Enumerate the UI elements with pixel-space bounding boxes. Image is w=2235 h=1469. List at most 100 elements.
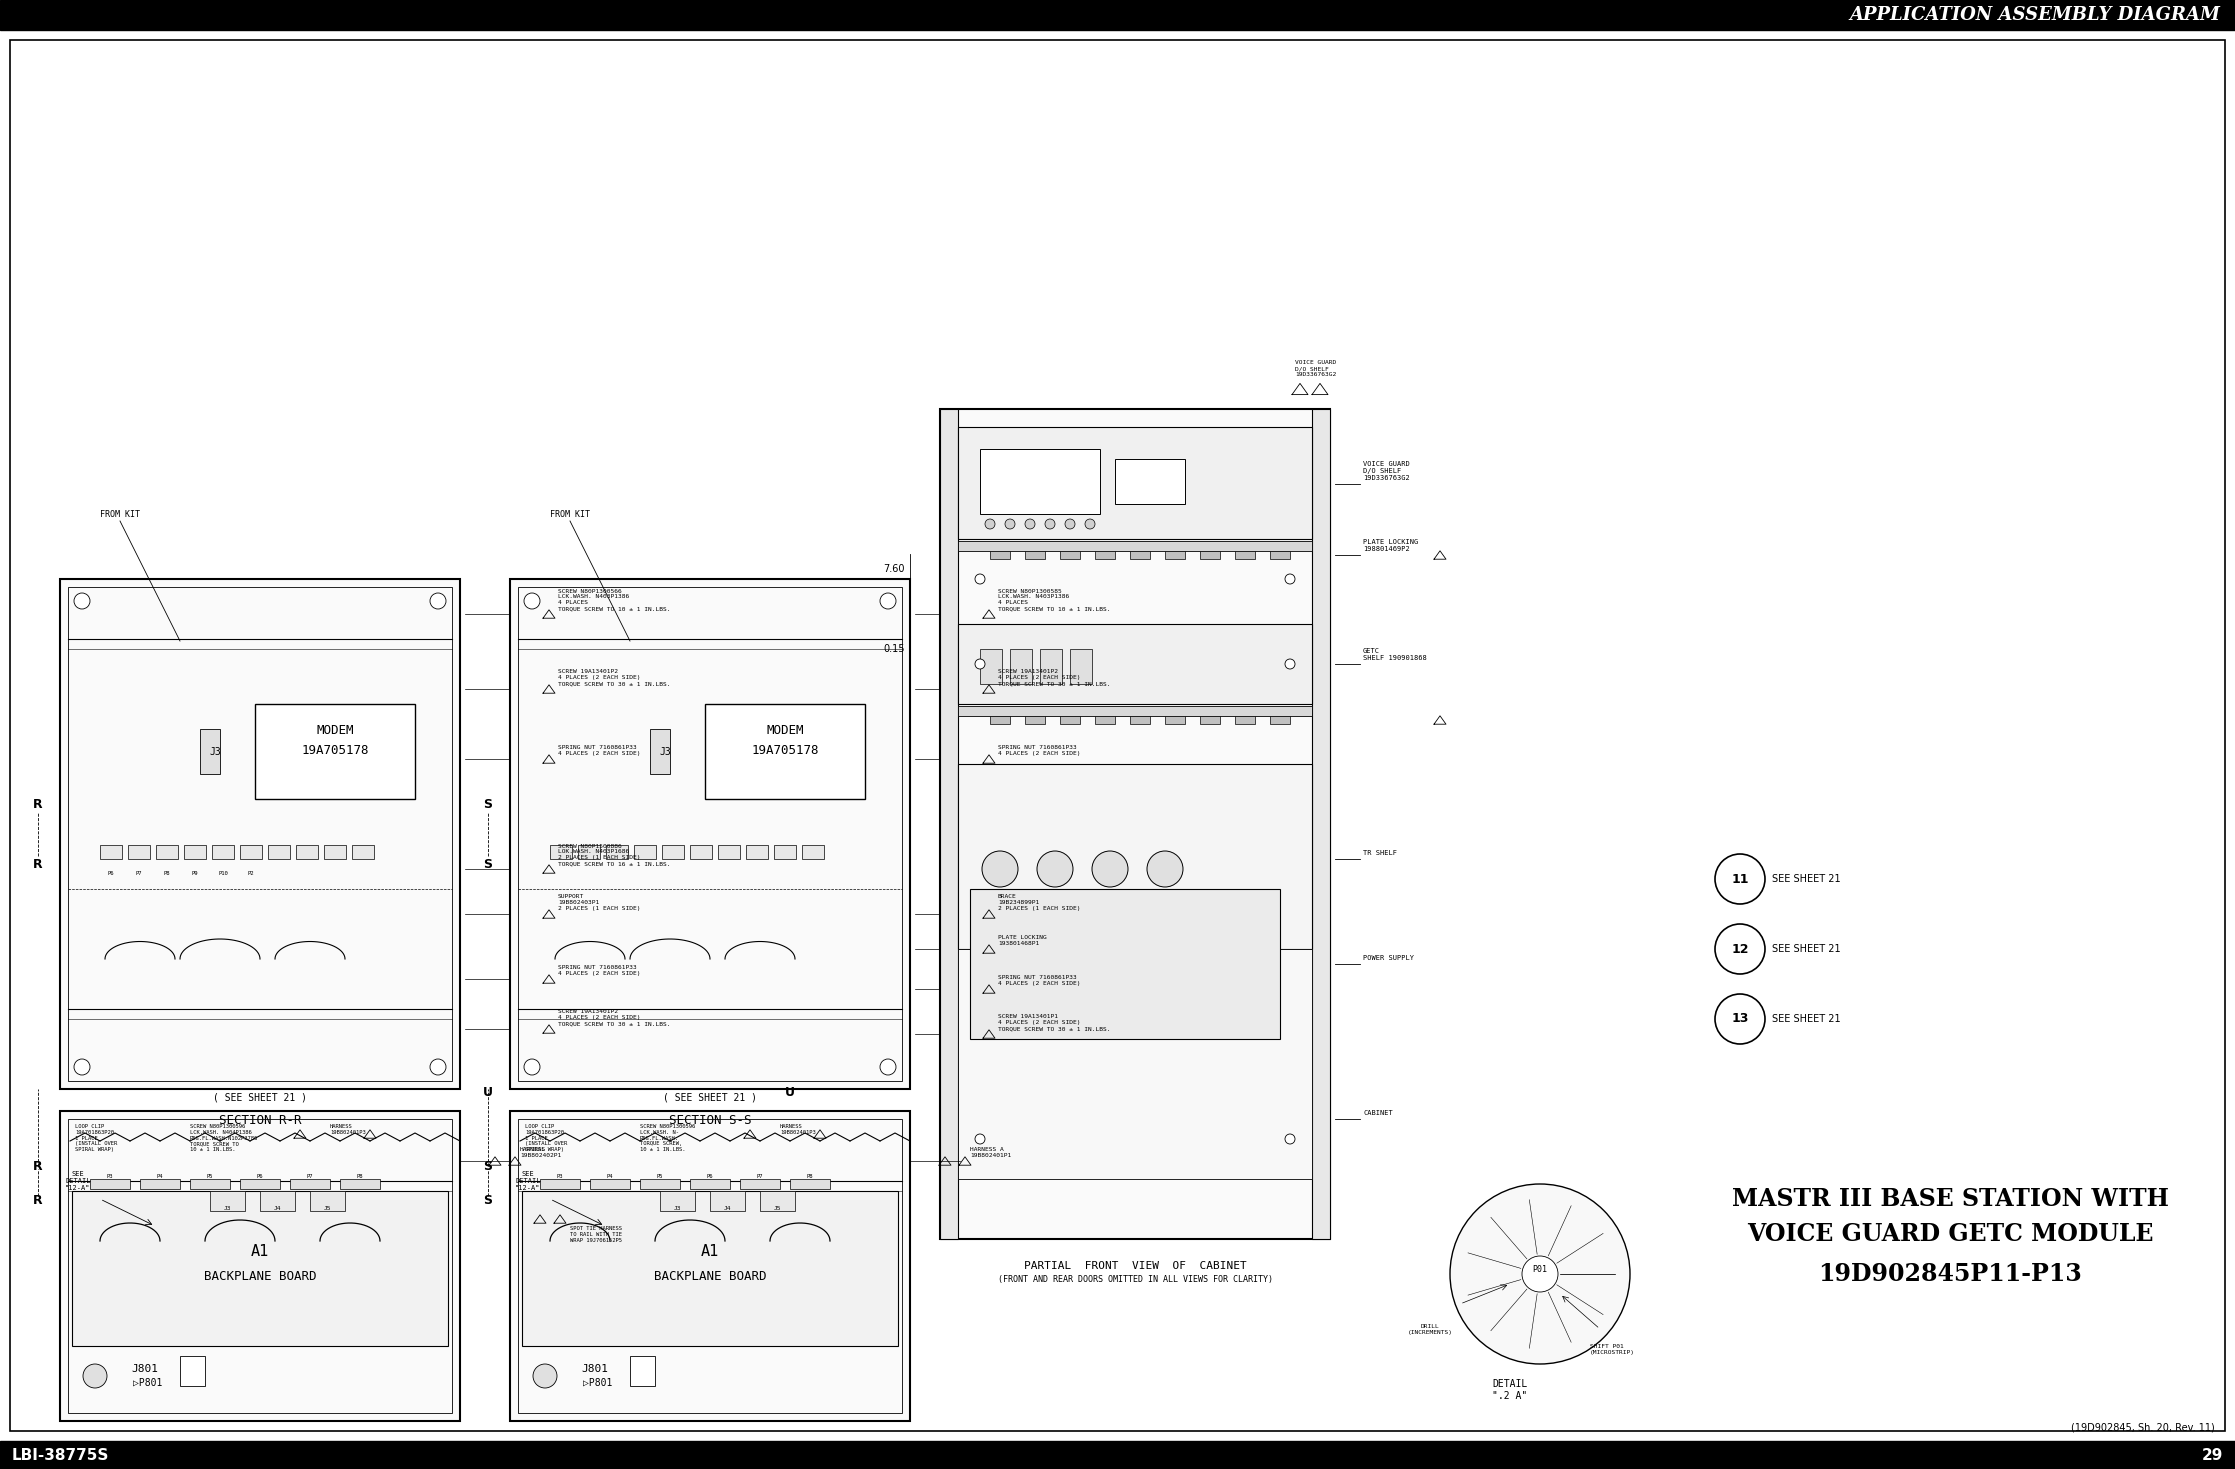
Bar [72,1191,447,1346]
Text: P10: P10 [219,871,228,876]
Bar [1236,551,1256,560]
Text: J3: J3 [210,746,221,757]
Circle shape [1285,574,1294,585]
Text: SCREW N80P1300596
LCK.WASH. N404P1386
REG.FL.WASH.N102P3786
TORQUE SCREW TO
10 ±: SCREW N80P1300596 LCK.WASH. N404P1386 RE… [190,1124,259,1152]
Bar [550,845,572,859]
Text: SCREW N80P1300566
LCK.WASH. N403P1386
4 PLACES
TORQUE SCREW TO 10 ± 1 IN.LBS.: SCREW N80P1300566 LCK.WASH. N403P1386 4 … [559,589,670,611]
Text: SEE
DETAIL
"12-A": SEE DETAIL "12-A" [65,1171,92,1191]
Circle shape [974,660,986,668]
Bar [1236,715,1256,724]
Bar [510,1111,910,1421]
Circle shape [532,1365,557,1388]
Circle shape [1714,924,1766,974]
Circle shape [429,593,447,610]
Text: MASTR III BASE STATION WITH: MASTR III BASE STATION WITH [1732,1187,2168,1210]
Bar [662,845,684,859]
Bar [1039,649,1062,685]
Bar [181,1356,206,1385]
Bar [60,579,460,1089]
Text: SCREW 19A13401P2
4 PLACES (2 EACH SIDE)
TORQUE SCREW TO 30 ± 1 IN.LBS.: SCREW 19A13401P2 4 PLACES (2 EACH SIDE) … [999,670,1111,686]
Text: J3: J3 [673,1206,682,1210]
Text: P01: P01 [1533,1265,1547,1274]
Text: 0.15: 0.15 [883,643,905,654]
Text: PARTIAL  REAR  VIEW  OF  37  INCH  CABINET: PARTIAL REAR VIEW OF 37 INCH CABINET [118,1443,402,1453]
Text: MODEM: MODEM [315,724,353,737]
Bar [210,1191,246,1210]
Bar [1059,551,1080,560]
Circle shape [429,1059,447,1075]
Circle shape [1084,519,1095,529]
Bar [324,845,346,859]
Bar [606,845,628,859]
Text: P3: P3 [107,1174,114,1180]
Text: SPRING NUT 7160861P33
4 PLACES (2 EACH SIDE): SPRING NUT 7160861P33 4 PLACES (2 EACH S… [559,965,641,975]
Text: SEE SHEET 21: SEE SHEET 21 [1772,945,1842,953]
Bar [1095,715,1115,724]
Text: A1: A1 [702,1243,720,1259]
Circle shape [974,574,986,585]
Text: 19A705178: 19A705178 [302,743,369,757]
Circle shape [1714,853,1766,903]
Circle shape [986,519,995,529]
Text: J801: J801 [132,1365,159,1374]
Bar [635,845,657,859]
Text: P4: P4 [606,1174,612,1180]
Bar [259,1191,295,1210]
Text: S: S [483,1159,492,1172]
Text: VOICE GUARD
D/O SHELF
19D336763G2: VOICE GUARD D/O SHELF 19D336763G2 [1294,360,1337,378]
Text: SCREW 19A13401P2
4 PLACES (2 EACH SIDE)
TORQUE SCREW TO 30 ± 1 IN.LBS.: SCREW 19A13401P2 4 PLACES (2 EACH SIDE) … [559,670,670,686]
Bar [156,845,179,859]
Bar [1071,649,1093,685]
Text: HARNESS A
19B802401P1: HARNESS A 19B802401P1 [970,1147,1010,1158]
Bar [1131,715,1151,724]
Bar [970,889,1281,1039]
Bar [959,949,1312,1180]
Bar [268,845,291,859]
Bar [311,1191,344,1210]
Bar [990,715,1010,724]
Bar [959,427,1312,539]
Bar [0,1441,2235,1469]
Text: S: S [483,858,492,871]
Text: SEE SHEET 21: SEE SHEET 21 [1772,874,1842,884]
Text: 29: 29 [2201,1447,2224,1463]
Text: VOICE GUARD GETC MODULE: VOICE GUARD GETC MODULE [1748,1222,2152,1246]
Text: DETAIL
".2 A": DETAIL ".2 A" [1493,1379,1529,1400]
Text: S: S [483,1194,492,1208]
Bar [959,624,1312,704]
Text: P5: P5 [657,1174,664,1180]
Text: P6: P6 [107,871,114,876]
Text: SPOT TIE HARNESS
TO RAIL WITH TIE
WRAP 19J706152P5: SPOT TIE HARNESS TO RAIL WITH TIE WRAP 1… [570,1227,621,1243]
Text: SCREW N80P1300585
LCK.WASH. N403P1386
4 PLACES
TORQUE SCREW TO 10 ± 1 IN.LBS.: SCREW N80P1300585 LCK.WASH. N403P1386 4 … [999,589,1111,611]
Text: R: R [34,1159,42,1172]
Bar [351,845,373,859]
Text: U: U [483,1086,494,1099]
Bar [212,845,235,859]
Text: PLATE LOCKING
198801469P2: PLATE LOCKING 198801469P2 [1363,539,1419,552]
Text: PLATE LOCKING
193801468P1: PLATE LOCKING 193801468P1 [999,936,1046,946]
Bar [1059,715,1080,724]
Bar [1026,551,1046,560]
Bar [579,845,599,859]
Text: S: S [483,798,492,811]
Bar [717,845,740,859]
Text: A1: A1 [250,1243,268,1259]
Text: P8: P8 [163,871,170,876]
Bar [802,845,825,859]
Text: J801: J801 [581,1365,608,1374]
Bar [541,1180,581,1188]
Bar [67,588,451,1081]
Bar [760,1191,796,1210]
Text: R: R [34,858,42,871]
Text: CABINET: CABINET [1363,1111,1392,1116]
Text: TR SHELF: TR SHELF [1363,851,1397,856]
Circle shape [1451,1184,1629,1365]
Bar [1200,551,1220,560]
Text: 19D902845P11-P13: 19D902845P11-P13 [1817,1262,2081,1285]
Text: 12: 12 [1732,943,1748,955]
Text: 19A705178: 19A705178 [751,743,818,757]
Bar [590,1180,630,1188]
Text: HARNESS
19B802401P3: HARNESS 19B802401P3 [331,1124,367,1134]
Text: SPRING NUT 7160861P33
4 PLACES (2 EACH SIDE): SPRING NUT 7160861P33 4 PLACES (2 EACH S… [999,745,1080,757]
Bar [789,1180,829,1188]
